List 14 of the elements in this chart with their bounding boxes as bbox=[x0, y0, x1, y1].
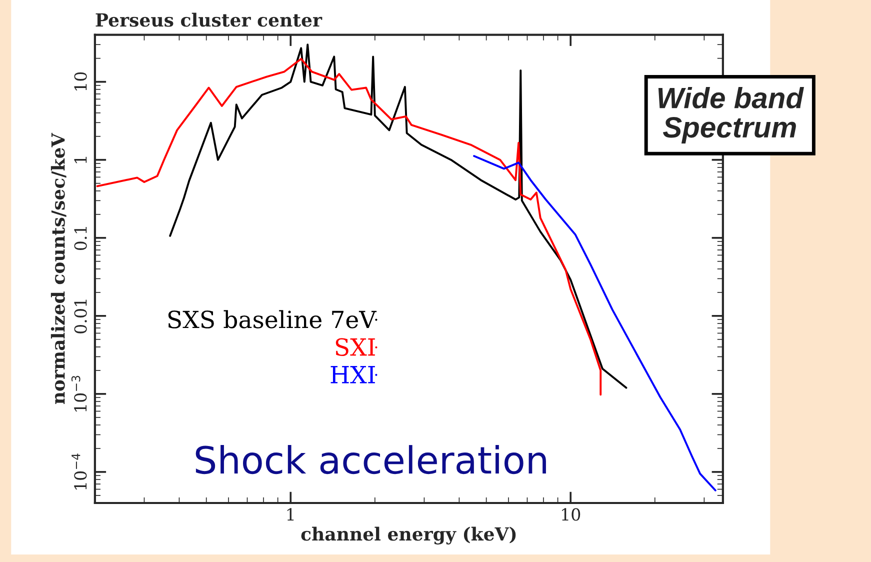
annotation: Shock acceleration bbox=[196, 445, 546, 474]
y-tick-label: 10$^{−3}$ bbox=[71, 376, 87, 412]
legend-label: SXS baseline 7eV bbox=[168, 310, 377, 328]
legend-label: SXI bbox=[336, 338, 375, 356]
y-tick-label: 10$^{−4}$ bbox=[72, 454, 87, 490]
x-axis-title: channel energy (keV) bbox=[301, 526, 516, 544]
legend-label: HXI bbox=[330, 366, 375, 384]
y-tick-label: 1 bbox=[74, 156, 87, 164]
y-tick-label: 0.01 bbox=[74, 300, 87, 334]
chart-title: Perseus cluster center bbox=[96, 12, 322, 27]
y-tick-label: 0.1 bbox=[74, 226, 87, 250]
y-tick-label: 10 bbox=[74, 72, 87, 90]
y-axis-title: normalized counts/sec/keV bbox=[50, 132, 66, 404]
annotation: Wide band Spectrum bbox=[658, 86, 804, 144]
